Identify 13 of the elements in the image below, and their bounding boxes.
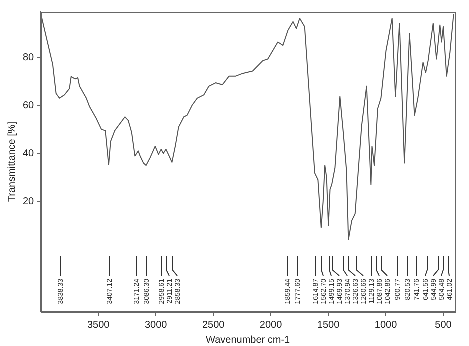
x-axis-title: Wavenumber cm-1 — [206, 334, 291, 346]
x-tick-label: 500 — [435, 320, 452, 331]
y-tick-label: 80 — [23, 52, 35, 64]
y-tick-label: 40 — [23, 148, 35, 160]
y-tick-label: 20 — [23, 196, 35, 208]
x-tick-label: 3000 — [144, 320, 168, 331]
x-tick-label: 1500 — [317, 320, 340, 331]
x-tick-label: 2500 — [202, 320, 226, 331]
x-tick-label: 3500 — [87, 320, 110, 331]
y-axis-title: Transmittance [%] — [6, 122, 18, 202]
y-tick-label: 60 — [23, 100, 35, 112]
x-tick-label: 1000 — [374, 320, 398, 331]
x-tick-label: 2000 — [260, 320, 283, 331]
